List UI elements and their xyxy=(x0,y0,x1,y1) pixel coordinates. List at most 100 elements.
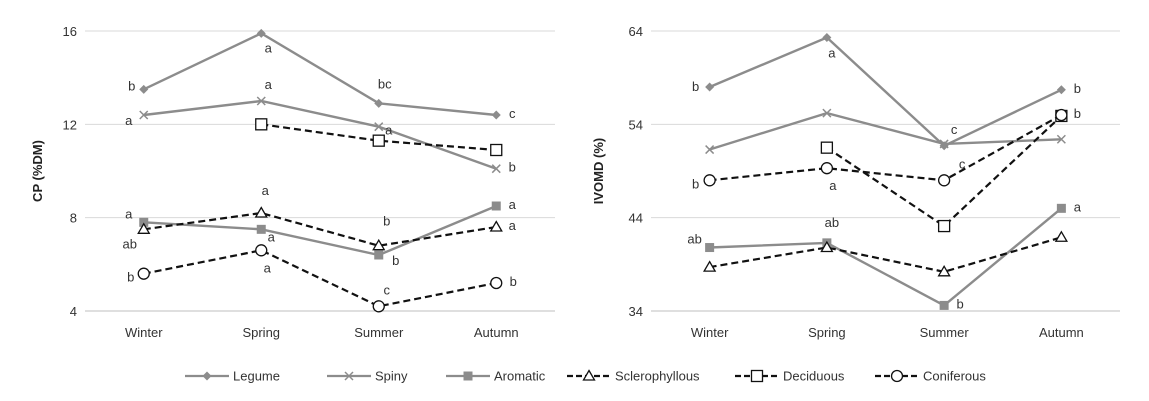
x-tick-label: Autumn xyxy=(1039,325,1084,340)
data-point-legume xyxy=(705,82,715,92)
ivomd-chart: 34 44 54 64 Winter Spring Summer Autumn IVOMD (%… xyxy=(591,24,1120,340)
significance-label: b xyxy=(127,270,134,285)
legend-label: Coniferous xyxy=(923,369,986,384)
y-tick-label: 12 xyxy=(63,117,77,132)
data-point-sclerophyllous xyxy=(137,222,151,234)
significance-label: b xyxy=(1074,106,1081,121)
significance-label: bc xyxy=(378,76,392,91)
x-tick-label: Spring xyxy=(808,325,846,340)
series-line-coniferous xyxy=(709,114,1062,182)
series-legume: b a c b xyxy=(692,33,1081,151)
data-point-deciduous xyxy=(937,219,951,233)
series-spiny xyxy=(705,108,1066,155)
legend-item-legume: Legume xyxy=(185,369,280,384)
y-tick-label: 34 xyxy=(629,304,643,319)
series-deciduous xyxy=(255,118,503,157)
data-point-coniferous xyxy=(703,174,716,187)
legend-marker xyxy=(202,371,212,381)
significance-label: a xyxy=(265,40,273,55)
data-point-coniferous xyxy=(372,300,385,313)
data-point-sclerophyllous xyxy=(489,220,503,232)
data-point-legume xyxy=(374,98,384,108)
x-tick-label: Winter xyxy=(691,325,729,340)
significance-label: a xyxy=(385,123,393,138)
y-tick-label: 8 xyxy=(70,211,77,226)
series-legume: b a bc c xyxy=(128,28,516,121)
data-point-sclerophyllous xyxy=(1054,230,1069,242)
data-point-aromatic xyxy=(939,300,949,310)
x-tick-label: Summer xyxy=(920,325,970,340)
significance-label: a xyxy=(125,206,133,221)
series-line-sclerophyllous xyxy=(709,236,1062,273)
y-tick-label: 54 xyxy=(629,117,643,132)
series-spiny: a a a b xyxy=(125,77,516,175)
legend-marker xyxy=(463,371,473,381)
significance-label: c xyxy=(509,106,516,121)
data-point-coniferous xyxy=(255,244,268,257)
data-point-deciduous xyxy=(255,118,268,131)
data-point-spiny xyxy=(705,145,715,155)
data-point-spiny xyxy=(256,96,266,106)
series-line-coniferous xyxy=(143,249,497,308)
legend-item-sclerophyllous: Sclerophyllous xyxy=(567,369,700,384)
legend-marker xyxy=(582,369,596,381)
significance-label: ab xyxy=(687,232,701,247)
significance-label: b xyxy=(510,274,517,289)
data-point-deciduous xyxy=(820,141,834,154)
significance-label: a xyxy=(509,218,517,233)
data-point-aromatic xyxy=(705,243,715,253)
significance-label: b xyxy=(392,253,399,268)
legend-label: Legume xyxy=(233,369,280,384)
data-point-aromatic xyxy=(491,201,501,211)
legend-item-spiny: Spiny xyxy=(327,369,408,384)
significance-label: c xyxy=(384,282,391,297)
data-point-legume xyxy=(822,33,832,43)
significance-label: a xyxy=(829,178,837,193)
significance-label: a xyxy=(264,260,272,275)
significance-label: c xyxy=(951,122,958,137)
legend: Legume Spiny Aromatic Sclerophyllous Deciduo… xyxy=(185,369,986,384)
legend-label: Sclerophyllous xyxy=(615,369,700,384)
x-tick-label: Summer xyxy=(354,325,404,340)
data-point-legume xyxy=(1056,85,1066,95)
x-tick-label: Winter xyxy=(125,325,163,340)
series-line-sclerophyllous xyxy=(143,211,497,247)
data-point-sclerophyllous xyxy=(254,206,268,218)
data-point-spiny xyxy=(491,164,501,174)
y-tick-label: 16 xyxy=(63,24,77,39)
significance-label: ab xyxy=(825,215,839,230)
data-point-sclerophyllous xyxy=(372,238,386,251)
data-point-sclerophyllous xyxy=(820,240,834,253)
x-tick-label: Spring xyxy=(242,325,280,340)
series-line-spiny xyxy=(143,99,497,170)
y-axis-label: CP (%DM) xyxy=(30,140,45,202)
significance-label: b xyxy=(383,214,390,229)
data-point-deciduous xyxy=(372,134,385,147)
data-point-coniferous xyxy=(137,267,150,280)
data-point-coniferous xyxy=(490,276,503,290)
series-line-aromatic xyxy=(143,204,497,257)
series-line-aromatic xyxy=(709,207,1063,307)
legend-label: Spiny xyxy=(375,369,408,384)
legend-label: Aromatic xyxy=(494,369,546,384)
significance-label: b xyxy=(1074,81,1081,96)
series-line-deciduous xyxy=(261,123,497,152)
data-point-spiny xyxy=(374,122,384,132)
y-tick-label: 44 xyxy=(629,211,643,226)
series-aromatic: ab ab b a xyxy=(687,199,1081,311)
data-point-legume xyxy=(139,84,149,94)
legend-marker xyxy=(750,369,764,383)
series-sclerophyllous xyxy=(702,230,1069,277)
data-point-aromatic xyxy=(256,224,266,234)
significance-label: a xyxy=(509,197,517,212)
legend-marker xyxy=(344,371,354,381)
data-point-deciduous xyxy=(490,143,503,157)
data-point-spiny xyxy=(939,139,949,149)
data-point-legume xyxy=(491,110,501,120)
legend-item-coniferous: Coniferous xyxy=(875,369,986,384)
